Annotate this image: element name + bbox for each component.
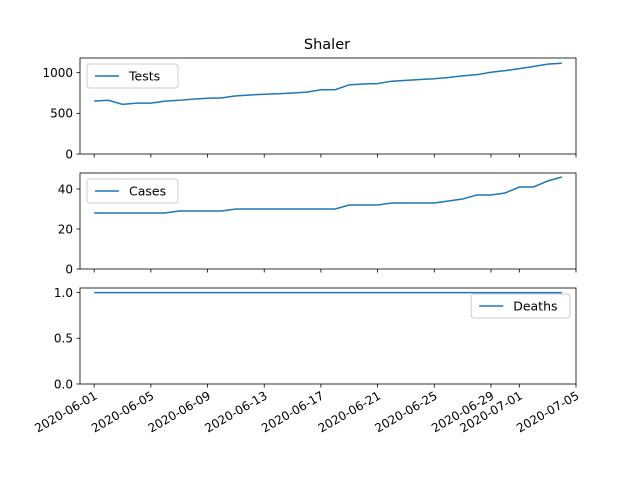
- x-tick-label: 2020-06-09: [146, 388, 213, 435]
- legend-box: [86, 63, 179, 89]
- y-tick-label: 0: [65, 147, 73, 161]
- legend-label: Cases: [129, 184, 166, 199]
- x-tick-label: 2020-06-05: [89, 388, 156, 435]
- panel-cases: 0 20 40 Cases: [58, 172, 577, 276]
- y-tick-label: 0.0: [54, 377, 73, 391]
- y-tick-label: 500: [50, 107, 73, 121]
- x-tick-label: 2020-06-21: [316, 388, 383, 435]
- x-axis: 2020-06-012020-06-052020-06-092020-06-13…: [32, 388, 581, 435]
- y-tick-label: 0: [65, 262, 73, 276]
- y-tick-label: 20: [58, 222, 73, 236]
- series-line-cases: [94, 176, 563, 214]
- legend-label: Tests: [128, 69, 160, 84]
- x-tick-label: 2020-06-01: [32, 388, 99, 435]
- legend: Deaths: [470, 293, 571, 319]
- y-tick-label: 1.0: [54, 286, 73, 300]
- panel-tests: 0 500 1000 Tests: [42, 57, 577, 161]
- series-line-tests: [94, 62, 562, 106]
- x-tick-label: 2020-07-05: [514, 388, 581, 435]
- y-tick-label: 1000: [42, 66, 73, 80]
- y-tick-label: 40: [58, 182, 73, 196]
- panels: 0 500 1000 Tests 0 20 40 Cases 0.0 0.5 1.0 Deaths: [42, 57, 577, 391]
- legend: Tests: [86, 63, 179, 89]
- chart-title: Shaler: [304, 37, 350, 53]
- legend-box: [470, 293, 571, 319]
- y-tick-label: 0.5: [54, 332, 73, 346]
- x-tick-label: 2020-06-17: [259, 388, 326, 435]
- legend: Cases: [86, 178, 179, 204]
- legend-box: [86, 178, 179, 204]
- x-tick-label: 2020-06-25: [372, 388, 439, 435]
- legend-label: Deaths: [513, 299, 557, 314]
- panel-deaths: 0.0 0.5 1.0 Deaths: [54, 286, 577, 391]
- x-tick-label: 2020-06-13: [202, 388, 269, 435]
